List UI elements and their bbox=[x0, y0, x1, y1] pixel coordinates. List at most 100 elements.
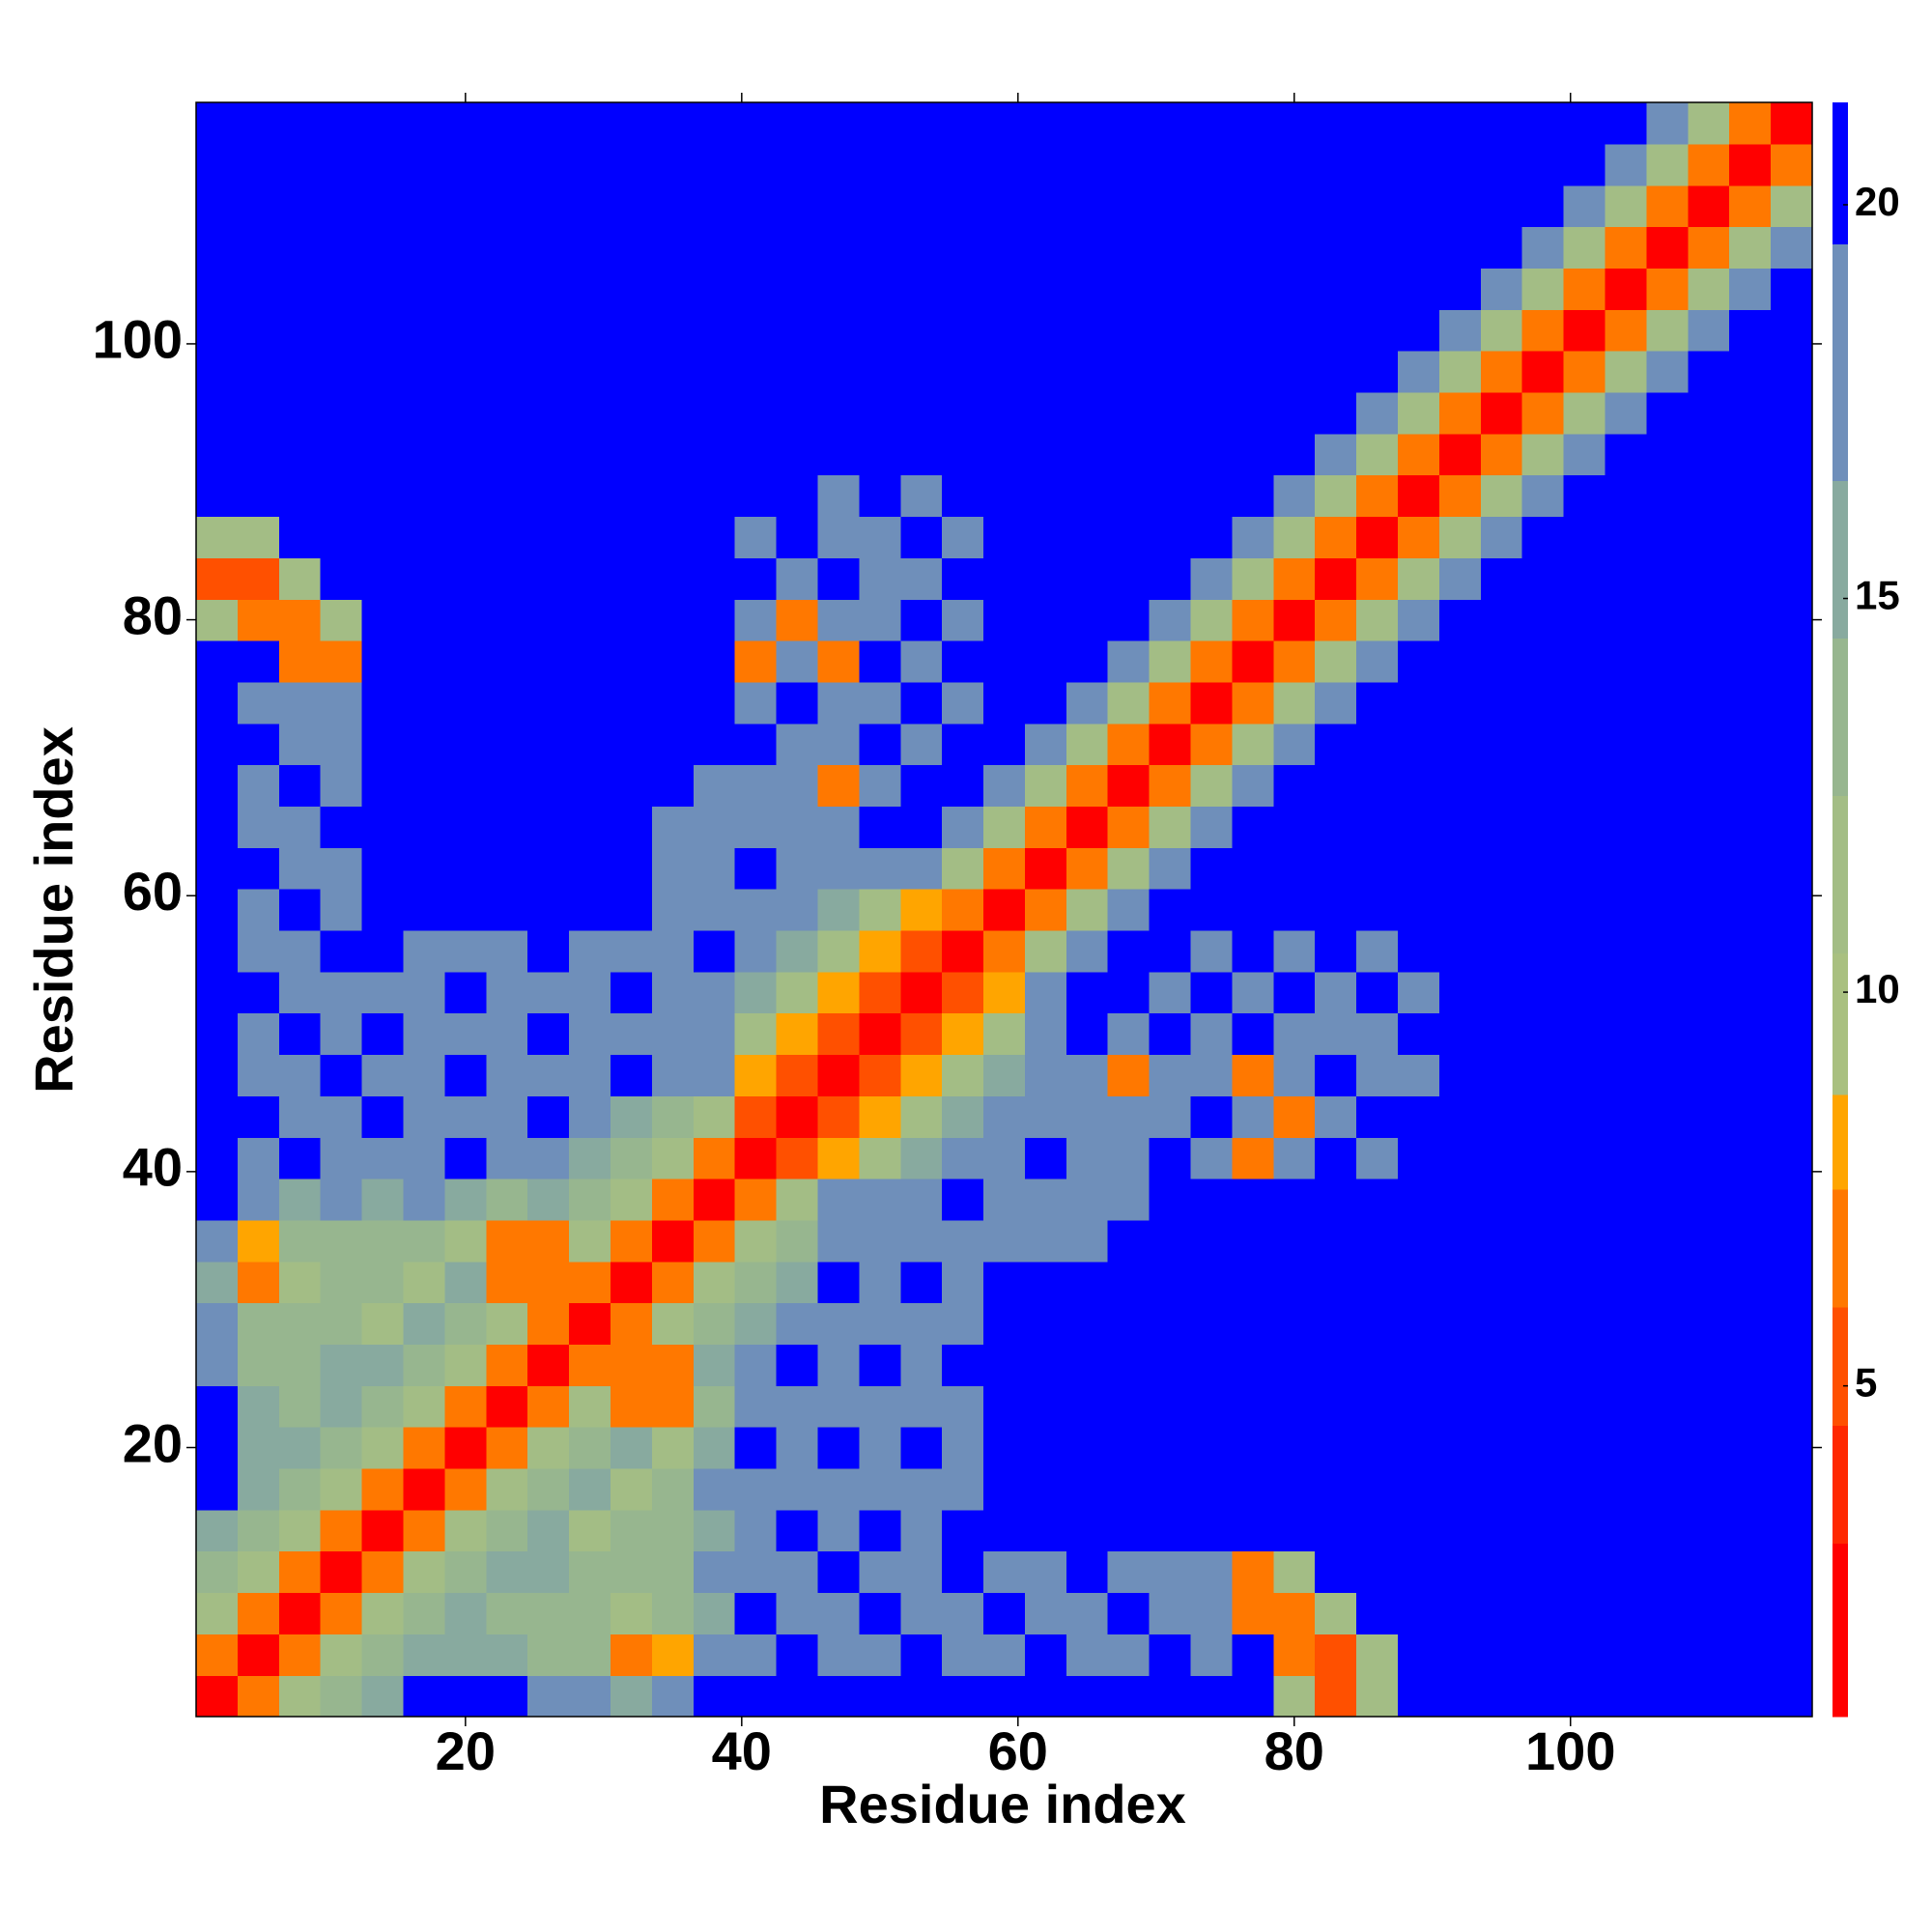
heatmap-cell bbox=[734, 1675, 778, 1718]
heatmap-cell bbox=[1315, 557, 1357, 600]
heatmap-cell bbox=[1563, 1675, 1606, 1718]
heatmap-cell bbox=[1521, 929, 1565, 973]
heatmap-cell bbox=[651, 764, 695, 807]
heatmap-cell bbox=[1232, 185, 1274, 228]
heatmap-cell bbox=[569, 1634, 611, 1676]
heatmap-cell bbox=[1438, 143, 1482, 186]
heatmap-cell bbox=[1232, 1219, 1274, 1263]
heatmap-cell bbox=[1438, 474, 1482, 518]
heatmap-cell bbox=[1480, 1302, 1523, 1345]
heatmap-cell bbox=[1065, 929, 1109, 973]
heatmap-cell bbox=[1315, 309, 1357, 352]
heatmap-cell bbox=[983, 889, 1026, 931]
heatmap-cell bbox=[1480, 1261, 1523, 1304]
heatmap-cell bbox=[693, 889, 736, 931]
heatmap-cell bbox=[1190, 764, 1234, 807]
heatmap-cell bbox=[1107, 681, 1151, 724]
heatmap-cell bbox=[734, 268, 778, 310]
heatmap-cell bbox=[403, 599, 445, 641]
heatmap-cell bbox=[278, 723, 322, 766]
heatmap-cell bbox=[1646, 226, 1689, 269]
heatmap-cell bbox=[444, 391, 487, 435]
heatmap-cell bbox=[776, 764, 819, 807]
heatmap-cell bbox=[1771, 640, 1813, 683]
heatmap-cell bbox=[1688, 723, 1730, 766]
heatmap-cell bbox=[569, 1592, 611, 1634]
heatmap-cell bbox=[361, 1592, 405, 1634]
heatmap-cell bbox=[1149, 1385, 1192, 1428]
heatmap-cell bbox=[1688, 1550, 1730, 1594]
heatmap-cell bbox=[610, 764, 653, 807]
heatmap-cell bbox=[403, 185, 445, 228]
heatmap-cell bbox=[527, 102, 570, 145]
heatmap-cell bbox=[569, 391, 611, 435]
heatmap-cell bbox=[486, 1012, 528, 1056]
heatmap-cell bbox=[734, 1302, 778, 1345]
heatmap-cell bbox=[403, 1095, 445, 1138]
heatmap-cell bbox=[1646, 764, 1689, 807]
heatmap-cell bbox=[1688, 806, 1730, 848]
heatmap-cell bbox=[1315, 1634, 1357, 1676]
heatmap-cell bbox=[1563, 1467, 1606, 1511]
heatmap-cell bbox=[237, 1054, 280, 1096]
heatmap-cell bbox=[1149, 681, 1192, 724]
heatmap-cell bbox=[1438, 971, 1482, 1014]
heatmap-cell bbox=[610, 1137, 653, 1179]
heatmap-cell bbox=[403, 516, 445, 558]
heatmap-cell bbox=[1232, 557, 1274, 600]
heatmap-cell bbox=[527, 929, 570, 973]
heatmap-cell bbox=[1646, 723, 1689, 766]
heatmap-cell bbox=[1398, 889, 1440, 931]
heatmap-cell bbox=[651, 185, 695, 228]
heatmap-cell bbox=[196, 1095, 239, 1138]
heatmap-cell bbox=[942, 185, 984, 228]
heatmap-cell bbox=[403, 226, 445, 269]
heatmap-cell bbox=[651, 1509, 695, 1552]
heatmap-cell bbox=[1356, 557, 1399, 600]
heatmap-cell bbox=[776, 391, 819, 435]
heatmap-cell bbox=[1398, 1302, 1440, 1345]
heatmap-cell bbox=[1065, 557, 1109, 600]
heatmap-cell bbox=[444, 185, 487, 228]
heatmap-cell bbox=[1315, 1467, 1357, 1511]
heatmap-cell bbox=[1398, 1219, 1440, 1263]
heatmap-cell bbox=[403, 1385, 445, 1428]
heatmap-cell bbox=[403, 971, 445, 1014]
heatmap-cell bbox=[527, 268, 570, 310]
heatmap-cell bbox=[900, 1592, 943, 1634]
heatmap-cell bbox=[1521, 1509, 1565, 1552]
heatmap-cell bbox=[320, 226, 363, 269]
heatmap-cell bbox=[1438, 1467, 1482, 1511]
heatmap-cell bbox=[486, 1675, 528, 1718]
heatmap-cell bbox=[651, 681, 695, 724]
heatmap-cell bbox=[1149, 847, 1192, 890]
heatmap-cell bbox=[610, 1054, 653, 1096]
heatmap-cell bbox=[1521, 1550, 1565, 1594]
heatmap-cell bbox=[1190, 929, 1234, 973]
heatmap-cell bbox=[693, 1675, 736, 1718]
heatmap-cell bbox=[734, 1634, 778, 1676]
heatmap-cell bbox=[1688, 391, 1730, 435]
heatmap-cell bbox=[403, 1467, 445, 1511]
heatmap-cell bbox=[1190, 557, 1234, 600]
x-tick-label: 40 bbox=[712, 1720, 772, 1781]
heatmap-cell bbox=[320, 1634, 363, 1676]
heatmap-cell bbox=[776, 1509, 819, 1552]
heatmap-cell bbox=[320, 1054, 363, 1096]
heatmap-cell bbox=[320, 1509, 363, 1552]
heatmap-cell bbox=[1605, 391, 1648, 435]
heatmap-cell bbox=[486, 185, 528, 228]
heatmap-cell bbox=[1315, 391, 1357, 435]
heatmap-cell bbox=[1315, 516, 1357, 558]
heatmap-cell bbox=[569, 1219, 611, 1263]
heatmap-cell bbox=[527, 1095, 570, 1138]
heatmap-cell bbox=[1521, 1344, 1565, 1386]
heatmap-cell bbox=[486, 1302, 528, 1345]
heatmap-cell bbox=[1480, 1634, 1523, 1676]
heatmap-cell bbox=[1149, 516, 1192, 558]
heatmap-cell bbox=[734, 309, 778, 352]
axes bbox=[186, 93, 1848, 1726]
heatmap-cell bbox=[1438, 723, 1482, 766]
heatmap-cell bbox=[1688, 1095, 1730, 1138]
heatmap-cell bbox=[1190, 1675, 1234, 1718]
